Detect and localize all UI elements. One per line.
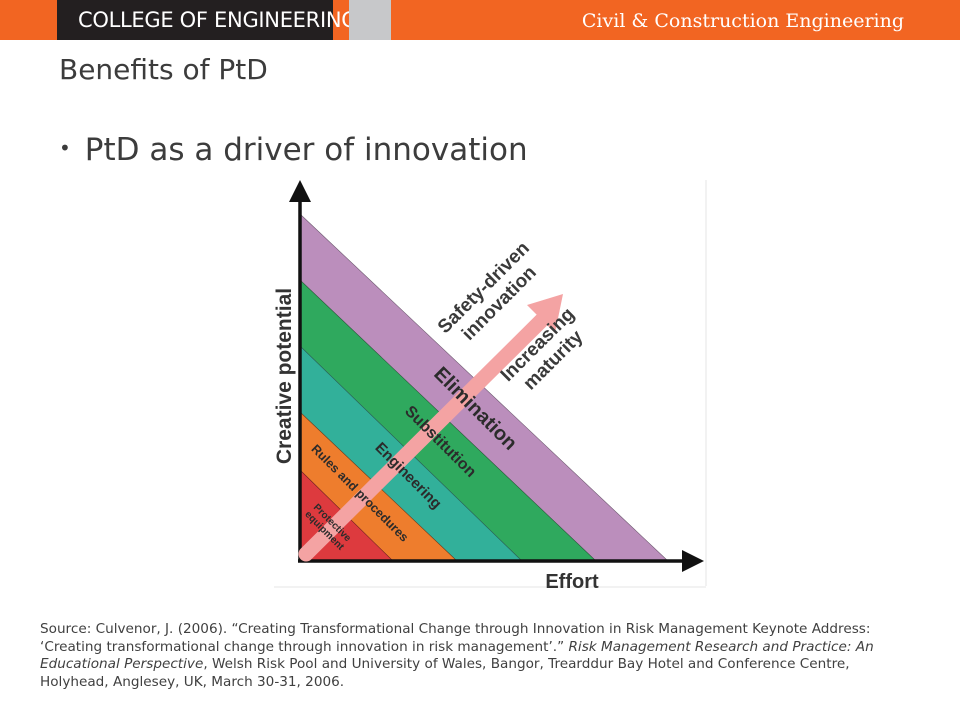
department-name: Civil & Construction Engineering	[581, 10, 904, 32]
source-text-1: Source: Culvenor, J. (2006). “Creating T…	[40, 621, 871, 655]
header-bar: COLLEGE OF ENGINEERING Civil & Construct…	[0, 0, 960, 40]
college-name: COLLEGE OF ENGINEERING	[57, 0, 358, 40]
header-divider-block	[349, 0, 391, 40]
bullet-marker: •	[59, 136, 71, 160]
hierarchy-of-controls-diagram: Creative potential Effort Elimination Su…	[273, 180, 707, 590]
innovation-arrow	[298, 294, 563, 562]
x-axis-arrowhead	[682, 550, 704, 572]
bullet-text: PtD as a driver of innovation	[84, 132, 528, 168]
source-citation: Source: Culvenor, J. (2006). “Creating T…	[40, 621, 920, 691]
source-text-2: , Welsh Risk Pool and University of Wale…	[40, 656, 850, 690]
source-journal: Risk Management Research and Practice: A…	[40, 638, 874, 673]
bullet-item: • PtD as a driver of innovation	[59, 132, 528, 168]
x-axis-label: Effort	[545, 571, 599, 590]
y-axis-label: Creative potential	[273, 288, 296, 464]
slide-title: Benefits of PtD	[59, 53, 268, 86]
y-axis-arrowhead	[289, 180, 311, 202]
